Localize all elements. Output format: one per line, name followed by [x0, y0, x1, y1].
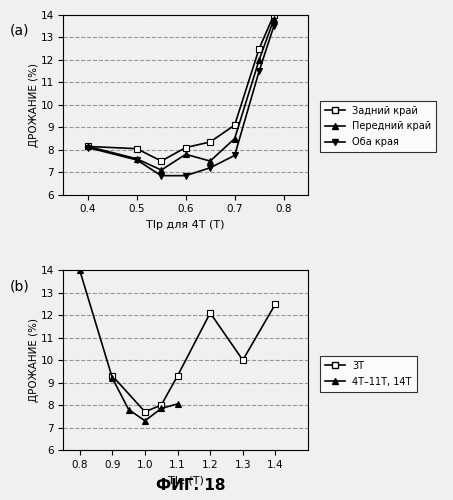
Text: (a): (a) — [10, 24, 29, 38]
Text: ФИГ. 18: ФИГ. 18 — [155, 478, 225, 493]
X-axis label: TIp для 4T (T): TIp для 4T (T) — [146, 220, 225, 230]
X-axis label: TIe (T): TIe (T) — [168, 476, 204, 486]
Y-axis label: ДРОЖАНИЕ (%): ДРОЖАНИЕ (%) — [29, 63, 39, 147]
Y-axis label: ДРОЖАНИЕ (%): ДРОЖАНИЕ (%) — [29, 318, 39, 402]
Legend: 3Т, 4Т–11Т, 14Т: 3Т, 4Т–11Т, 14Т — [320, 356, 417, 392]
Legend: Задний край, Передний край, Оба края: Задний край, Передний край, Оба края — [320, 100, 436, 152]
Text: (b): (b) — [10, 279, 29, 293]
